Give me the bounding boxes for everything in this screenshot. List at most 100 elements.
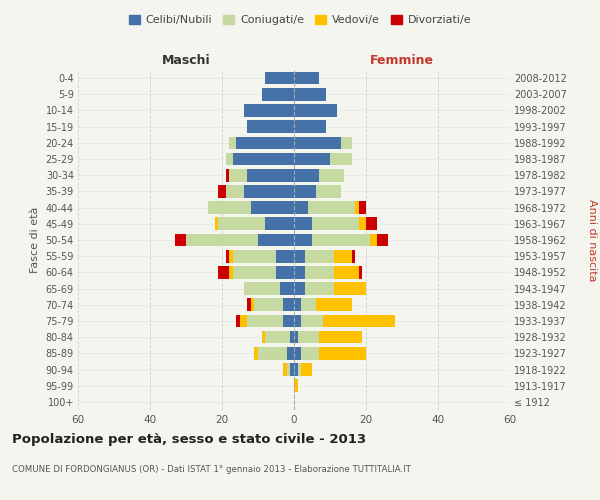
- Bar: [294, 104, 337, 117]
- Bar: [226, 185, 244, 198]
- Bar: [294, 120, 326, 133]
- Bar: [294, 250, 305, 262]
- Bar: [334, 266, 359, 278]
- Bar: [175, 234, 186, 246]
- Bar: [294, 298, 301, 311]
- Bar: [258, 234, 294, 246]
- Bar: [341, 136, 352, 149]
- Bar: [294, 185, 316, 198]
- Bar: [308, 202, 355, 214]
- Bar: [265, 218, 294, 230]
- Bar: [294, 282, 305, 295]
- Bar: [366, 218, 377, 230]
- Bar: [276, 266, 294, 278]
- Bar: [359, 266, 362, 278]
- Bar: [305, 266, 334, 278]
- Bar: [208, 202, 251, 214]
- Bar: [359, 218, 366, 230]
- Bar: [254, 347, 258, 360]
- Bar: [265, 331, 290, 344]
- Bar: [262, 88, 294, 101]
- Bar: [334, 250, 352, 262]
- Bar: [229, 266, 233, 278]
- Bar: [218, 185, 226, 198]
- Bar: [316, 185, 341, 198]
- Text: Anni di nascita: Anni di nascita: [587, 198, 597, 281]
- Bar: [251, 202, 294, 214]
- Bar: [301, 314, 323, 328]
- Bar: [287, 347, 294, 360]
- Bar: [323, 314, 395, 328]
- Bar: [276, 250, 294, 262]
- Bar: [301, 347, 319, 360]
- Bar: [265, 72, 294, 85]
- Bar: [319, 331, 362, 344]
- Bar: [370, 234, 377, 246]
- Bar: [319, 347, 366, 360]
- Bar: [305, 250, 334, 262]
- Bar: [294, 136, 341, 149]
- Bar: [294, 347, 301, 360]
- Bar: [218, 218, 265, 230]
- Bar: [377, 234, 388, 246]
- Bar: [218, 266, 229, 278]
- Bar: [319, 169, 344, 181]
- Bar: [247, 314, 283, 328]
- Bar: [294, 380, 298, 392]
- Bar: [298, 363, 301, 376]
- Bar: [330, 152, 352, 166]
- Bar: [240, 314, 247, 328]
- Bar: [247, 298, 251, 311]
- Bar: [294, 72, 319, 85]
- Bar: [305, 282, 334, 295]
- Bar: [247, 169, 294, 181]
- Bar: [294, 314, 301, 328]
- Bar: [280, 282, 294, 295]
- Bar: [334, 282, 366, 295]
- Bar: [294, 152, 330, 166]
- Bar: [229, 136, 236, 149]
- Bar: [312, 234, 370, 246]
- Bar: [355, 202, 359, 214]
- Bar: [283, 363, 287, 376]
- Bar: [283, 314, 294, 328]
- Bar: [294, 266, 305, 278]
- Bar: [226, 152, 233, 166]
- Bar: [294, 202, 308, 214]
- Bar: [352, 250, 355, 262]
- Bar: [287, 363, 290, 376]
- Bar: [233, 152, 294, 166]
- Bar: [236, 136, 294, 149]
- Bar: [294, 169, 319, 181]
- Bar: [244, 104, 294, 117]
- Bar: [229, 169, 247, 181]
- Bar: [283, 298, 294, 311]
- Bar: [294, 234, 312, 246]
- Bar: [290, 363, 294, 376]
- Bar: [226, 169, 229, 181]
- Bar: [359, 202, 366, 214]
- Bar: [229, 250, 233, 262]
- Bar: [294, 218, 312, 230]
- Bar: [251, 298, 254, 311]
- Legend: Celibi/Nubili, Coniugati/e, Vedovi/e, Divorziati/e: Celibi/Nubili, Coniugati/e, Vedovi/e, Di…: [124, 10, 476, 30]
- Text: COMUNE DI FORDONGIANUS (OR) - Dati ISTAT 1° gennaio 2013 - Elaborazione TUTTITAL: COMUNE DI FORDONGIANUS (OR) - Dati ISTAT…: [12, 466, 411, 474]
- Y-axis label: Fasce di età: Fasce di età: [30, 207, 40, 273]
- Bar: [294, 88, 326, 101]
- Bar: [294, 363, 298, 376]
- Bar: [226, 250, 229, 262]
- Bar: [301, 298, 316, 311]
- Bar: [254, 298, 283, 311]
- Bar: [294, 331, 298, 344]
- Text: Maschi: Maschi: [161, 54, 211, 67]
- Bar: [186, 234, 258, 246]
- Bar: [301, 363, 312, 376]
- Text: Femmine: Femmine: [370, 54, 434, 67]
- Bar: [236, 314, 240, 328]
- Bar: [244, 185, 294, 198]
- Bar: [215, 218, 218, 230]
- Bar: [290, 331, 294, 344]
- Bar: [312, 218, 359, 230]
- Bar: [244, 282, 280, 295]
- Bar: [298, 331, 319, 344]
